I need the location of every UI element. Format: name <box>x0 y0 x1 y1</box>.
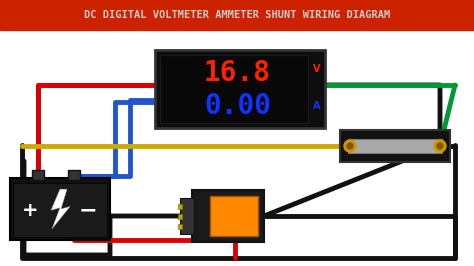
Bar <box>32 170 44 180</box>
Bar <box>68 170 80 180</box>
Text: 16.8: 16.8 <box>204 59 271 88</box>
Bar <box>178 224 182 229</box>
Bar <box>155 50 325 128</box>
Bar <box>162 57 307 121</box>
Bar <box>160 55 308 123</box>
Text: −: − <box>79 200 97 220</box>
Bar <box>348 139 442 153</box>
Bar <box>180 198 194 234</box>
Text: A: A <box>313 101 321 111</box>
Bar <box>10 178 110 240</box>
Bar <box>178 204 182 209</box>
Text: DC DIGITAL VOLTMETER AMMETER SHUNT WIRING DIAGRAM: DC DIGITAL VOLTMETER AMMETER SHUNT WIRIN… <box>84 10 390 20</box>
Bar <box>178 214 182 219</box>
Circle shape <box>344 140 356 152</box>
Bar <box>210 196 258 236</box>
Circle shape <box>347 143 353 149</box>
Bar <box>340 130 450 162</box>
Bar <box>192 190 264 242</box>
Bar <box>0 0 474 30</box>
Text: V: V <box>313 64 321 74</box>
Polygon shape <box>51 189 70 229</box>
Text: 0.00: 0.00 <box>204 92 271 120</box>
Circle shape <box>434 140 446 152</box>
Circle shape <box>437 143 443 149</box>
Text: +: + <box>22 201 38 220</box>
Bar <box>13 183 107 237</box>
